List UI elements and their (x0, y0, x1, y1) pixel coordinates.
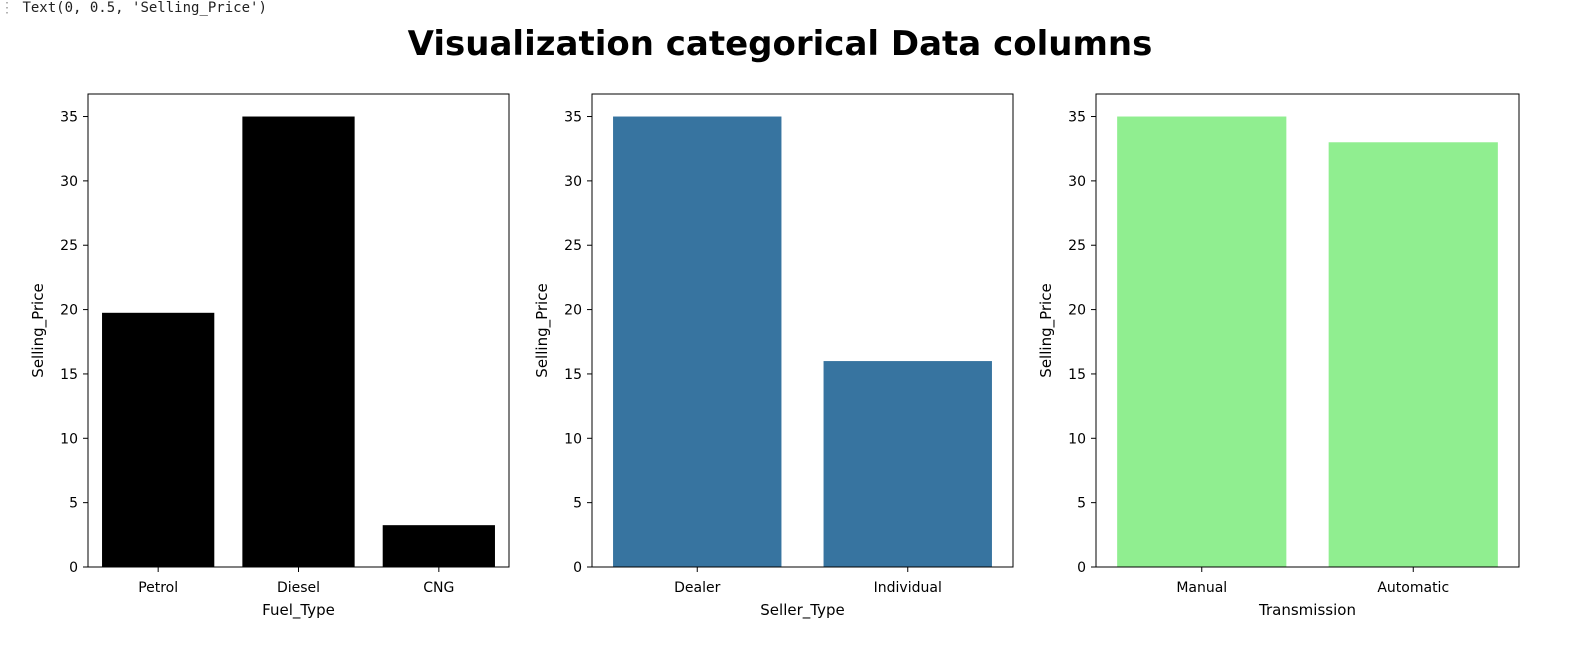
chart-2-y-axis-label: Selling_Price (533, 283, 552, 377)
chart-3-y-tick-label: 20 (1068, 303, 1086, 319)
chart-1-y-tick-label: 10 (60, 431, 78, 447)
chart-3-y-tick-label: 15 (1068, 367, 1086, 383)
output-marker-icon: ⋮ (0, 0, 14, 16)
chart-2-x-tick-label: Individual (874, 580, 942, 596)
chart-1-y-axis-label: Selling_Price (29, 283, 48, 377)
chart-3-y-tick-label: 30 (1068, 174, 1086, 190)
chart-2-y-tick-label: 10 (564, 431, 582, 447)
chart-3-x-tick-label: Manual (1176, 580, 1227, 596)
chart-3-y-tick-label: 35 (1068, 110, 1086, 126)
chart-3-y-tick-label: 5 (1077, 496, 1086, 512)
chart-1-y-tick-label: 30 (60, 174, 78, 190)
chart-2-y-tick-label: 0 (573, 560, 582, 576)
chart-3-y-axis-label: Selling_Price (1037, 283, 1056, 377)
chart-3-bar (1328, 142, 1498, 567)
output-text: Text(0, 0.5, 'Selling_Price') (22, 0, 267, 16)
chart-2-y-tick-label: 20 (564, 303, 582, 319)
chart-2-y-tick-label: 5 (573, 496, 582, 512)
chart-1-x-tick-label: Diesel (277, 580, 320, 596)
chart-1-y-tick-label: 35 (60, 110, 78, 126)
chart-3-y-tick-label: 25 (1068, 238, 1086, 254)
chart-1-y-tick-label: 15 (60, 367, 78, 383)
chart-1-bar (382, 525, 495, 567)
chart-2-axes-frame (591, 93, 1014, 568)
chart-1-x-tick-label: CNG (423, 580, 454, 596)
chart-3-bar (1117, 116, 1287, 568)
chart-2-y-tick-label: 30 (564, 174, 582, 190)
chart-2-x-tick-label: Dealer (674, 580, 720, 596)
chart-1-bar (102, 312, 215, 567)
chart-3-axes-frame (1095, 93, 1520, 568)
chart-2-y-tick-label: 35 (564, 110, 582, 126)
chart-2-bar (613, 116, 782, 568)
chart-1-x-axis-label: Fuel_Type (262, 601, 335, 620)
chart-3-y-tick-label: 0 (1077, 560, 1086, 576)
chart-1-bar (242, 116, 355, 568)
chart-1-y-tick-label: 25 (60, 238, 78, 254)
chart-1-y-tick-label: 5 (69, 496, 78, 512)
chart-3-y-tick-label: 10 (1068, 431, 1086, 447)
chart-2-y-tick-label: 25 (564, 238, 582, 254)
chart-1-x-tick-label: Petrol (138, 580, 178, 596)
chart-2-x-axis-label: Seller_Type (760, 601, 844, 620)
chart-1-y-tick-label: 20 (60, 303, 78, 319)
figure-title: Visualization categorical Data columns (407, 24, 1153, 64)
chart-2-bar (823, 361, 992, 567)
cell-output-text: ⋮ Text(0, 0.5, 'Selling_Price') (0, 0, 267, 16)
chart-3-x-axis-label: Transmission (1258, 601, 1356, 619)
chart-3-x-tick-label: Automatic (1377, 580, 1449, 596)
chart-1-y-tick-label: 0 (69, 560, 78, 576)
chart-2-y-tick-label: 15 (564, 367, 582, 383)
